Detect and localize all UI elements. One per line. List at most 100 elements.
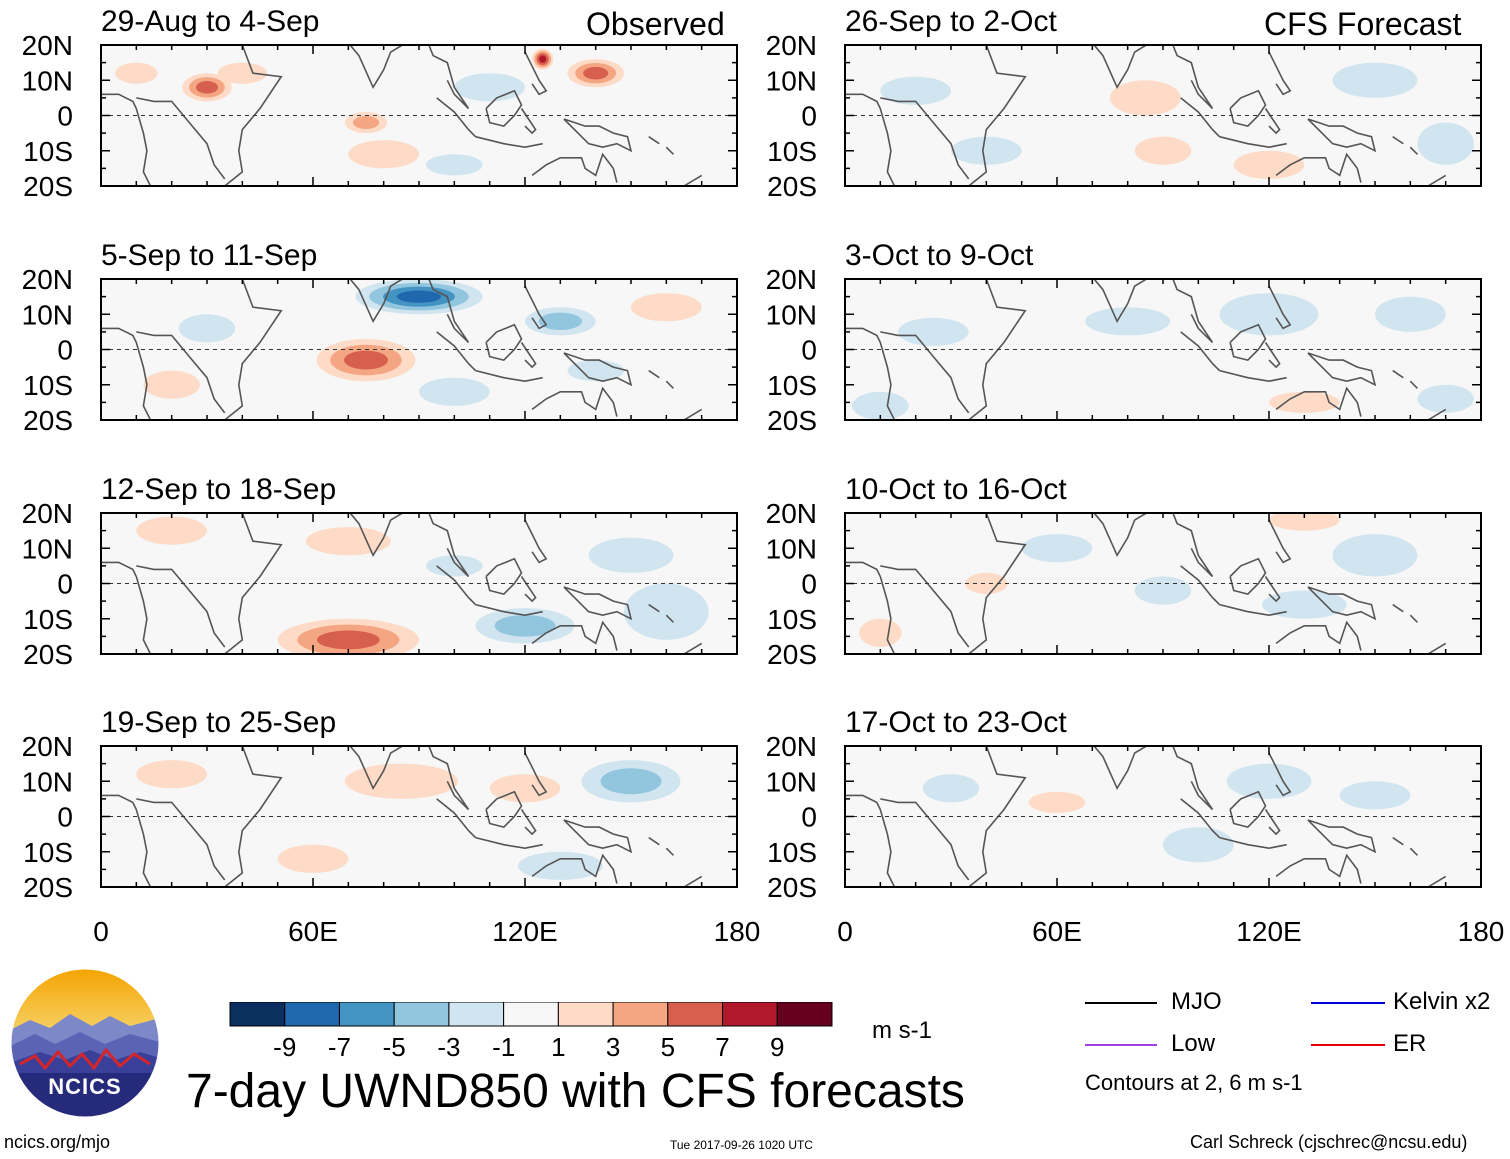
coastline-3 bbox=[1219, 603, 1287, 617]
colorbar-tick-label: -9 bbox=[273, 1032, 296, 1062]
coastline-0 bbox=[968, 45, 1027, 186]
panel-1-3: 20N 10N 0 10S 20S 17-Oct to 23-Oct bbox=[766, 706, 1482, 903]
coastline-13 bbox=[1409, 614, 1418, 623]
anomaly-blob-0-level-0 bbox=[1021, 534, 1093, 563]
anomaly-blob-1-level-0 bbox=[1134, 576, 1192, 605]
anomaly-blob-5-level-0 bbox=[277, 844, 349, 873]
coastline-4 bbox=[1229, 89, 1267, 127]
coastline-8 bbox=[531, 152, 618, 183]
coastline-5 bbox=[1268, 519, 1292, 564]
coastline-11 bbox=[1427, 408, 1447, 420]
anomaly-blob-4-level-0 bbox=[852, 391, 909, 420]
coastline-10 bbox=[845, 93, 896, 186]
coastline-0 bbox=[224, 746, 283, 887]
x-tick-label: 120E bbox=[492, 916, 557, 947]
coastline-1 bbox=[349, 513, 470, 578]
legend-label-mjo: MJO bbox=[1171, 988, 1222, 1015]
coastline-2 bbox=[1180, 97, 1221, 138]
coastline-3 bbox=[475, 369, 543, 383]
coastline-2 bbox=[436, 331, 477, 372]
x-tick-label: 60E bbox=[1032, 916, 1082, 947]
y-tick-label: 20S bbox=[767, 639, 817, 670]
coastline-5 bbox=[1268, 285, 1292, 330]
panel-0-2: 20N 10N 0 10S 20S 12-Sep to 18-Sep bbox=[22, 473, 738, 670]
colorbar-swatch-0 bbox=[229, 1002, 286, 1027]
coastline-11 bbox=[1427, 642, 1447, 654]
anomaly-blob-1-level-0 bbox=[344, 763, 458, 799]
y-tick-label: 20S bbox=[23, 872, 73, 903]
coastline-9 bbox=[136, 565, 226, 648]
coastline-8 bbox=[1275, 853, 1362, 884]
coastline-5 bbox=[1268, 752, 1292, 797]
anomaly-blob-5-level-0 bbox=[1134, 136, 1192, 165]
coastline-11 bbox=[683, 174, 703, 186]
colorbar-tick-label: 9 bbox=[770, 1032, 784, 1062]
anomaly-blob-3-level-0 bbox=[951, 136, 1022, 165]
y-tick-label: 10N bbox=[766, 65, 817, 96]
panel-period-label: 12-Sep to 18-Sep bbox=[101, 473, 336, 506]
coastline-2 bbox=[1180, 798, 1221, 839]
colorbar-tick-label: 3 bbox=[606, 1032, 620, 1062]
y-tick-label: 10S bbox=[767, 837, 817, 868]
footer-url[interactable]: ncics.org/mjo bbox=[4, 1132, 111, 1152]
anomaly-blob-3-level-0 bbox=[588, 537, 674, 573]
coastline-1 bbox=[1093, 513, 1214, 578]
x-tick-label: 0 bbox=[93, 916, 109, 947]
coastline-4 bbox=[485, 790, 523, 828]
coastline-10 bbox=[101, 561, 152, 654]
anomaly-blob-5-level-0 bbox=[1269, 391, 1340, 413]
anomaly-blob-0-level-0 bbox=[880, 76, 952, 105]
anomaly-blob-0-level-1 bbox=[600, 768, 662, 795]
x-tick-label: 180 bbox=[714, 916, 761, 947]
anomaly-blob-2-level-0 bbox=[1339, 781, 1411, 810]
legend-line-mjo bbox=[1085, 1002, 1157, 1004]
anomaly-blob-3-level-0 bbox=[136, 760, 207, 789]
x-tick-label: 0 bbox=[837, 916, 853, 947]
coastline-5 bbox=[524, 519, 548, 564]
coastline-0 bbox=[968, 746, 1027, 887]
y-tick-label: 20N bbox=[22, 731, 73, 762]
anomaly-blob-2-level-1 bbox=[538, 312, 583, 330]
y-tick-label: 0 bbox=[801, 335, 817, 366]
coastline-12 bbox=[1392, 836, 1404, 846]
anomaly-blob-6-level-0 bbox=[1417, 122, 1474, 165]
anomaly-blob-6-level-0 bbox=[348, 140, 419, 169]
colorbar: -9 -7 -5 -3 -1 1 3 5 7 9 bbox=[229, 1002, 833, 1062]
x-tick-label: 180 bbox=[1458, 916, 1505, 947]
coastline-3 bbox=[1219, 369, 1287, 383]
y-tick-label: 10N bbox=[766, 299, 817, 330]
coastline-3 bbox=[475, 836, 543, 850]
legend-label-er: ER bbox=[1393, 1030, 1427, 1057]
coastline-8 bbox=[1275, 620, 1362, 651]
colorbar-tick-label: -1 bbox=[492, 1032, 515, 1062]
coastline-9 bbox=[880, 565, 970, 648]
coastline-2 bbox=[436, 97, 477, 138]
x-tick-label: 60E bbox=[288, 916, 338, 947]
anomaly-blob-0-level-3 bbox=[396, 290, 442, 303]
y-tick-label: 20N bbox=[766, 264, 817, 295]
y-tick-label: 0 bbox=[57, 101, 73, 132]
y-tick-label: 0 bbox=[801, 101, 817, 132]
colorbar-tick-label: 7 bbox=[715, 1032, 729, 1062]
anomaly-blob-8-level-0 bbox=[426, 154, 483, 176]
y-tick-label: 20S bbox=[767, 405, 817, 436]
anomaly-blob-0-level-2 bbox=[316, 630, 380, 650]
coastline-1 bbox=[1093, 45, 1214, 110]
colorbar-swatch-9 bbox=[722, 1002, 778, 1027]
coastline-7 bbox=[1307, 819, 1377, 854]
anomaly-blob-6-level-0 bbox=[1417, 384, 1474, 413]
anomaly-blob-6-level-0 bbox=[419, 377, 490, 406]
anomaly-blob-1-level-0 bbox=[1110, 80, 1181, 116]
y-tick-label: 20S bbox=[23, 171, 73, 202]
coastline-13 bbox=[665, 380, 674, 389]
y-tick-label: 20S bbox=[23, 405, 73, 436]
colorbar-swatch-10 bbox=[776, 1002, 833, 1027]
forecast-column-label: CFS Forecast bbox=[1264, 6, 1462, 42]
y-tick-label: 20S bbox=[23, 639, 73, 670]
y-tick-label: 10N bbox=[22, 65, 73, 96]
contour-legend: MJO Kelvin x2 Low ER Contours at 2, 6 m … bbox=[1085, 986, 1505, 1096]
panel-1-0: 20N 10N 0 10S 20S 26-Sep to 2-Oct bbox=[766, 5, 1482, 202]
anomaly-blob-1-level-1 bbox=[494, 614, 556, 637]
coastline-11 bbox=[683, 642, 703, 654]
colorbar-swatch-4 bbox=[448, 1002, 505, 1027]
